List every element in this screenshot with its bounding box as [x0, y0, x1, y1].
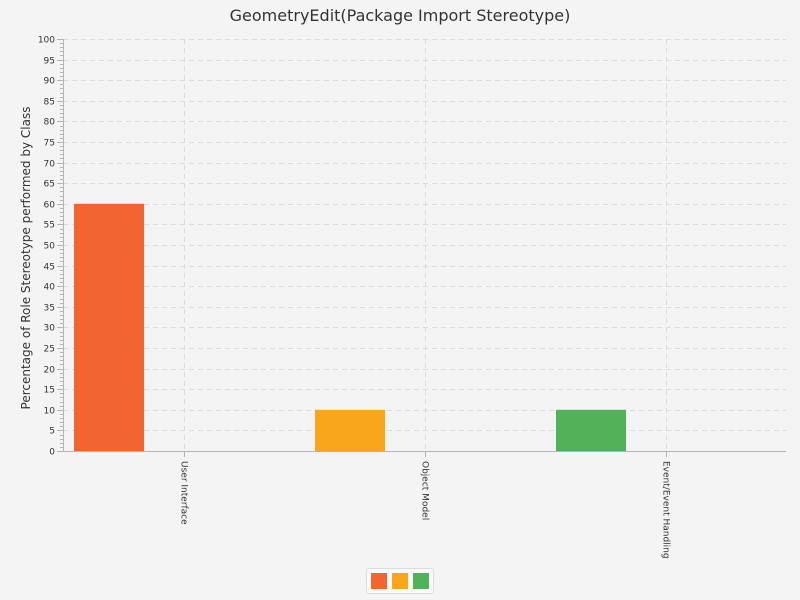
y-tick-label: 5 — [49, 427, 55, 437]
y-tick-label: 60 — [44, 201, 56, 211]
y-tick-label: 80 — [44, 118, 56, 128]
legend-swatch-1 — [371, 573, 387, 589]
y-tick-label: 15 — [44, 386, 55, 396]
bar-object-model — [315, 409, 385, 451]
y-tick-label: 85 — [44, 98, 55, 108]
y-tick-label: 20 — [44, 366, 56, 376]
x-tick-label: Event/Event Handling — [661, 461, 671, 559]
y-tick-label: 25 — [44, 345, 55, 355]
y-tick-label: 90 — [44, 77, 56, 87]
y-tick-label: 55 — [44, 221, 55, 231]
y-tick-label: 0 — [49, 448, 55, 458]
x-tick-label: Object Model — [420, 461, 430, 520]
x-tick-label: User Interface — [179, 461, 189, 525]
bar-event-event-handling — [556, 409, 626, 451]
legend-swatch-3 — [413, 573, 429, 589]
y-tick-label: 30 — [44, 324, 56, 334]
bar-user-interface — [74, 203, 144, 451]
chart-legend — [366, 568, 434, 594]
chart-title: GeometryEdit(Package Import Stereotype) — [229, 6, 571, 25]
y-tick-label: 75 — [44, 139, 55, 149]
legend-swatch-2 — [392, 573, 408, 589]
y-tick-label: 10 — [44, 407, 56, 417]
y-tick-label: 35 — [44, 304, 55, 314]
y-tick-label: 65 — [44, 180, 55, 190]
y-tick-label: 100 — [38, 36, 55, 46]
y-tick-label: 70 — [44, 160, 56, 170]
y-tick-label: 40 — [44, 283, 56, 293]
y-tick-label: 45 — [44, 263, 55, 273]
y-tick-label: 95 — [44, 57, 55, 67]
y-tick-label: 50 — [44, 242, 56, 252]
